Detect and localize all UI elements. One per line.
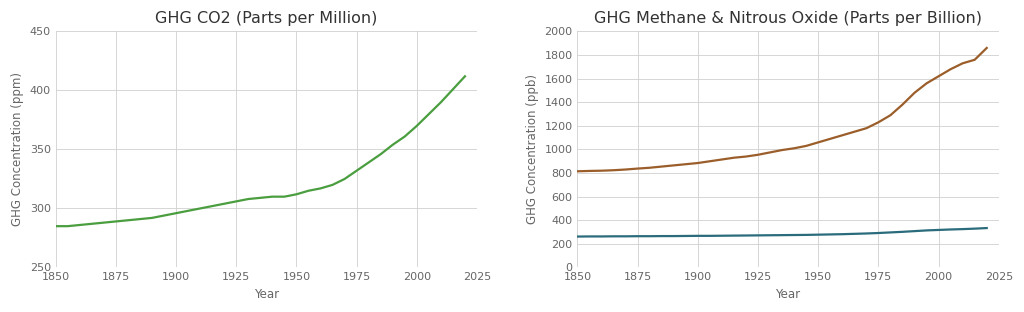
Title: GHG Methane & Nitrous Oxide (Parts per Billion): GHG Methane & Nitrous Oxide (Parts per B… bbox=[594, 11, 982, 26]
X-axis label: Year: Year bbox=[775, 288, 801, 301]
Y-axis label: GHG Concentration (ppm): GHG Concentration (ppm) bbox=[11, 72, 25, 227]
Title: GHG CO2 (Parts per Million): GHG CO2 (Parts per Million) bbox=[156, 11, 378, 26]
Y-axis label: GHG Concentration (ppb): GHG Concentration (ppb) bbox=[526, 75, 539, 224]
X-axis label: Year: Year bbox=[254, 288, 279, 301]
